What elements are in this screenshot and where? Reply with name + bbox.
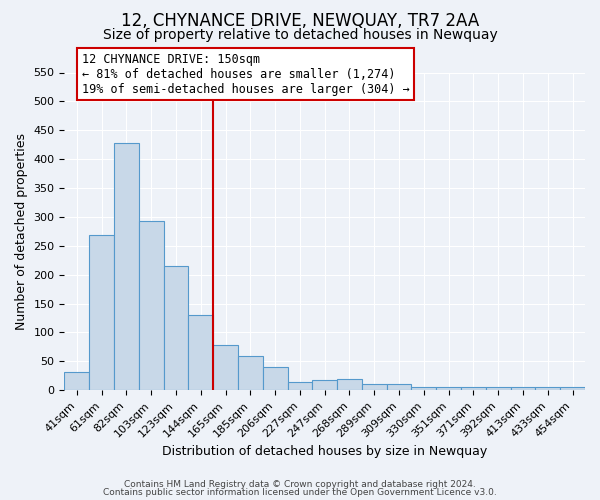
Bar xyxy=(213,344,238,390)
Bar xyxy=(263,367,287,390)
Bar xyxy=(461,388,486,390)
Text: Contains HM Land Registry data © Crown copyright and database right 2024.: Contains HM Land Registry data © Crown c… xyxy=(124,480,476,489)
Bar xyxy=(89,236,114,390)
Bar xyxy=(486,388,511,390)
X-axis label: Distribution of detached houses by size in Newquay: Distribution of detached houses by size … xyxy=(162,444,487,458)
Text: Size of property relative to detached houses in Newquay: Size of property relative to detached ho… xyxy=(103,28,497,42)
Bar xyxy=(511,388,535,390)
Bar xyxy=(436,388,461,390)
Bar xyxy=(560,388,585,390)
Bar xyxy=(362,384,386,390)
Text: Contains public sector information licensed under the Open Government Licence v3: Contains public sector information licen… xyxy=(103,488,497,497)
Bar xyxy=(287,382,313,390)
Bar xyxy=(313,380,337,390)
Bar xyxy=(412,388,436,390)
Bar xyxy=(139,221,164,390)
Y-axis label: Number of detached properties: Number of detached properties xyxy=(15,133,28,330)
Bar xyxy=(164,266,188,390)
Text: 12, CHYNANCE DRIVE, NEWQUAY, TR7 2AA: 12, CHYNANCE DRIVE, NEWQUAY, TR7 2AA xyxy=(121,12,479,30)
Bar xyxy=(337,378,362,390)
Text: 12 CHYNANCE DRIVE: 150sqm
← 81% of detached houses are smaller (1,274)
19% of se: 12 CHYNANCE DRIVE: 150sqm ← 81% of detac… xyxy=(82,52,410,96)
Bar xyxy=(64,372,89,390)
Bar xyxy=(386,384,412,390)
Bar xyxy=(535,388,560,390)
Bar xyxy=(188,315,213,390)
Bar xyxy=(114,143,139,390)
Bar xyxy=(238,356,263,390)
